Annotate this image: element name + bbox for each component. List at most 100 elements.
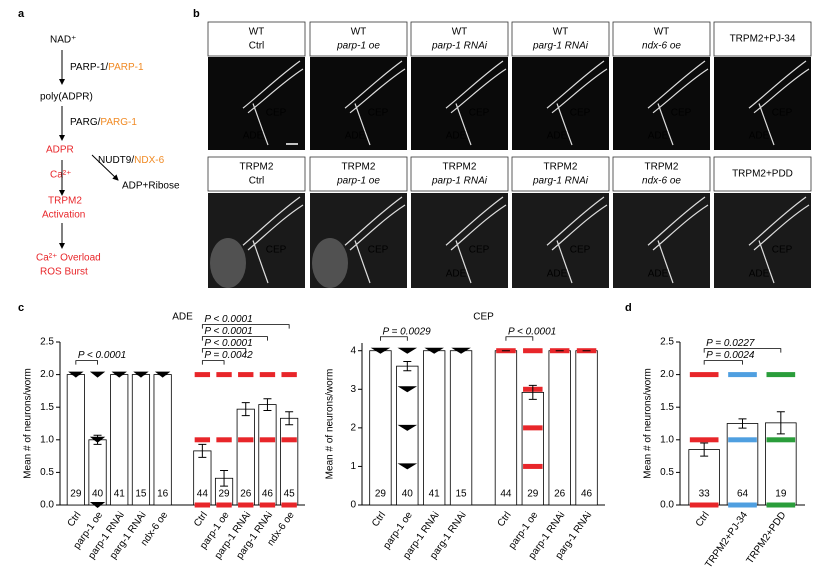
neurite bbox=[445, 196, 507, 284]
bar bbox=[494, 350, 518, 506]
n-label: 46 bbox=[262, 489, 274, 500]
micrograph bbox=[613, 57, 710, 150]
neurite bbox=[647, 60, 709, 146]
point-marker bbox=[281, 372, 297, 378]
neuron-label: ADE bbox=[547, 268, 568, 279]
enzyme: NUDT9/NDX-6 bbox=[98, 155, 165, 166]
header-text: TRPM2 bbox=[443, 162, 477, 173]
n-label-bg bbox=[579, 489, 594, 499]
header-box bbox=[309, 21, 408, 57]
error-bar bbox=[285, 411, 294, 426]
point-marker bbox=[259, 502, 276, 508]
bar bbox=[449, 350, 473, 506]
point-marker bbox=[194, 502, 211, 508]
neurite bbox=[748, 60, 810, 146]
header-text: WT bbox=[452, 27, 468, 38]
n-label: 26 bbox=[240, 489, 252, 500]
point-marker bbox=[689, 372, 719, 378]
neuron-label: ADE bbox=[243, 131, 264, 142]
panel-letter: b bbox=[193, 8, 200, 20]
neuron-label: CEP bbox=[772, 107, 793, 118]
p-value: P < 0.0001 bbox=[508, 326, 556, 337]
y-tick-label: 2.5 bbox=[40, 337, 54, 348]
n-label: 19 bbox=[775, 489, 787, 500]
header-box bbox=[309, 156, 408, 192]
x-tick-label: Ctrl bbox=[66, 510, 84, 529]
y-tick-label: 3 bbox=[350, 384, 356, 395]
p-value: P = 0.0024 bbox=[706, 350, 755, 361]
y-tick-label: 0 bbox=[350, 500, 356, 511]
point-marker bbox=[259, 372, 276, 378]
micrograph bbox=[714, 57, 811, 150]
x-tick-label: Ctrl bbox=[694, 510, 712, 529]
y-tick-label: 0.0 bbox=[40, 500, 54, 511]
p-value: P = 0.0042 bbox=[204, 350, 253, 361]
body-glow bbox=[210, 238, 246, 288]
panel-letter: d bbox=[625, 302, 632, 314]
header-text: TRPM2 bbox=[240, 162, 274, 173]
neurite bbox=[546, 60, 608, 146]
enzyme: PARG/ bbox=[70, 117, 101, 128]
header-box bbox=[410, 156, 509, 192]
error-bar bbox=[93, 434, 102, 445]
point-marker bbox=[523, 348, 543, 354]
micrograph bbox=[512, 193, 609, 288]
y-tick-label: 2.0 bbox=[40, 369, 54, 380]
neurite bbox=[445, 60, 507, 146]
point-marker bbox=[397, 386, 418, 393]
neuron-label: ADE bbox=[749, 268, 770, 279]
enzyme: PARG-1 bbox=[100, 117, 137, 128]
n-label: 29 bbox=[70, 489, 82, 500]
n-label-bg bbox=[400, 489, 415, 499]
bar bbox=[369, 350, 392, 506]
y-tick-label: 0.5 bbox=[660, 467, 674, 478]
neuron-label: CEP bbox=[266, 107, 287, 118]
n-label: 15 bbox=[135, 489, 147, 500]
neuron-label: CEP bbox=[570, 107, 591, 118]
n-label-bg bbox=[454, 489, 469, 499]
header-text: TRPM2 bbox=[544, 162, 578, 173]
n-label: 26 bbox=[554, 489, 566, 500]
neuron-label: CEP bbox=[671, 107, 692, 118]
error-bar bbox=[220, 469, 229, 487]
point-marker bbox=[728, 502, 757, 508]
neuron-label: CEP bbox=[368, 245, 389, 256]
point-marker bbox=[281, 502, 297, 508]
n-label-bg bbox=[260, 489, 275, 499]
point-marker bbox=[194, 437, 211, 443]
bar bbox=[110, 374, 129, 506]
y-tick-label: 2 bbox=[350, 422, 356, 433]
y-tick-label: 1 bbox=[350, 461, 356, 472]
enzyme: NUDT9/ bbox=[98, 155, 134, 166]
y-axis-label: Mean # of neurons/worm bbox=[23, 368, 34, 479]
bar bbox=[548, 350, 571, 506]
n-label: 45 bbox=[284, 489, 296, 500]
y-tick-label: 2.0 bbox=[660, 369, 674, 380]
error-bar bbox=[263, 398, 272, 411]
neuron-label: ADE bbox=[446, 131, 467, 142]
n-label-bg bbox=[373, 489, 388, 499]
bar bbox=[575, 350, 598, 506]
n-label: 41 bbox=[114, 489, 126, 500]
neuron-label: CEP bbox=[469, 245, 490, 256]
point-marker bbox=[766, 502, 796, 508]
bracket bbox=[505, 336, 534, 341]
node: TRPM2 bbox=[48, 196, 82, 207]
header-text: TRPM2+PJ-34 bbox=[730, 34, 796, 45]
header-text: WT bbox=[654, 27, 670, 38]
point-marker bbox=[89, 371, 106, 378]
neuron-label: ADE bbox=[446, 268, 467, 279]
n-label-bg bbox=[68, 489, 83, 499]
neuron-label: ADE bbox=[648, 268, 669, 279]
node: ROS Burst bbox=[40, 267, 88, 278]
bracket bbox=[75, 360, 98, 365]
bar bbox=[131, 374, 151, 506]
error-bar bbox=[403, 361, 412, 372]
point-marker bbox=[259, 437, 276, 443]
bracket bbox=[703, 348, 782, 353]
node: poly(ADPR) bbox=[40, 92, 93, 103]
micrograph bbox=[613, 193, 710, 288]
point-marker bbox=[397, 463, 418, 470]
n-label: 16 bbox=[157, 489, 169, 500]
p-value: P = 0.0029 bbox=[382, 326, 431, 337]
